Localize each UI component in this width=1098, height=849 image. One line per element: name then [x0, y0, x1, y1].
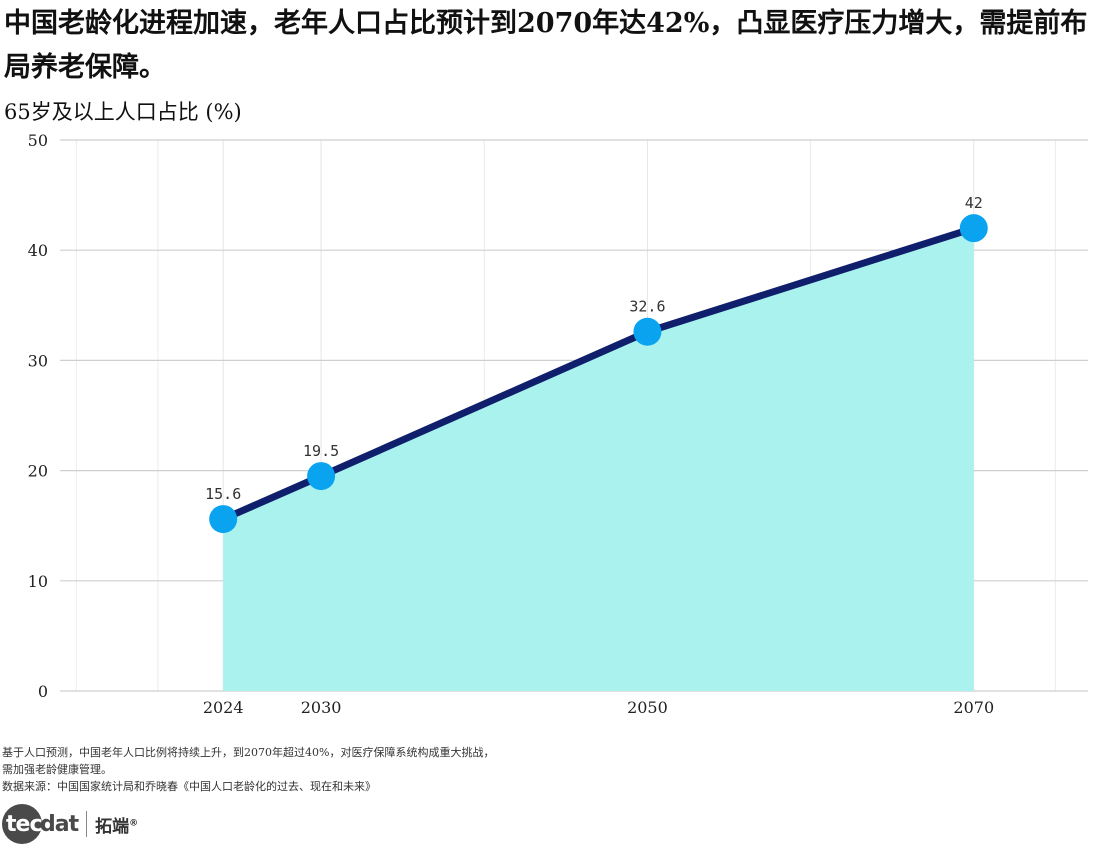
y-tick-label: 50: [28, 131, 48, 150]
logo-circle: tec: [2, 804, 42, 844]
logo-divider: [86, 811, 88, 837]
chart-title: 中国老龄化进程加速，老年人口占比预计到2070年达42%，凸显医疗压力增大，需提…: [4, 8, 1088, 83]
y-tick-label: 30: [28, 351, 48, 370]
logo-chinese-text: 拓端®: [95, 812, 138, 837]
data-label-layer: 15.6 19.5 32.6 42: [205, 194, 983, 503]
logo-text: dat: [40, 811, 79, 837]
area-fill: [223, 228, 974, 691]
area-layer: [223, 228, 974, 691]
footnote-line: 基于人口预测，中国老年人口比例将持续上升，到2070年超过40%，对医疗保障系统…: [2, 746, 495, 759]
x-tick-label: 2070: [953, 698, 994, 717]
x-tick-label: 2024: [203, 698, 244, 717]
line-segment: [219, 472, 325, 523]
x-tick-labels: 2024 2030 2050 2070: [203, 698, 994, 717]
line-segment: [317, 328, 651, 480]
registered-mark: ®: [129, 817, 139, 828]
data-point: [959, 214, 988, 243]
footnote-line: 需加强老龄健康管理。: [2, 763, 112, 776]
y-tick-labels: 0 10 20 30 40 50: [28, 131, 48, 701]
point-layer: [209, 214, 988, 534]
data-label: 42: [965, 194, 983, 212]
y-tick-label: 20: [28, 462, 48, 481]
brand-logo: tec dat 拓端®: [2, 804, 138, 844]
y-tick-label: 40: [28, 241, 48, 260]
data-point: [209, 505, 238, 534]
source-line: 数据来源：中国国家统计局和乔晓春《中国人口老龄化的过去、现在和未来》: [2, 780, 376, 793]
logo-cn-label: 拓端: [95, 816, 130, 837]
line-layer: [219, 224, 978, 523]
data-point: [633, 317, 662, 346]
x-tick-label: 2030: [301, 698, 342, 717]
line-segment: [643, 224, 978, 336]
data-label: 15.6: [205, 485, 241, 503]
y-tick-label: 0: [38, 682, 48, 701]
x-tick-label: 2050: [627, 698, 668, 717]
y-tick-label: 10: [28, 572, 48, 591]
data-label: 32.6: [629, 298, 665, 316]
data-label: 19.5: [303, 442, 339, 460]
footnote: 基于人口预测，中国老年人口比例将持续上升，到2070年超过40%，对医疗保障系统…: [2, 744, 494, 795]
y-axis-label: 65岁及以上人口占比 (%): [4, 100, 242, 124]
data-point: [307, 462, 336, 491]
